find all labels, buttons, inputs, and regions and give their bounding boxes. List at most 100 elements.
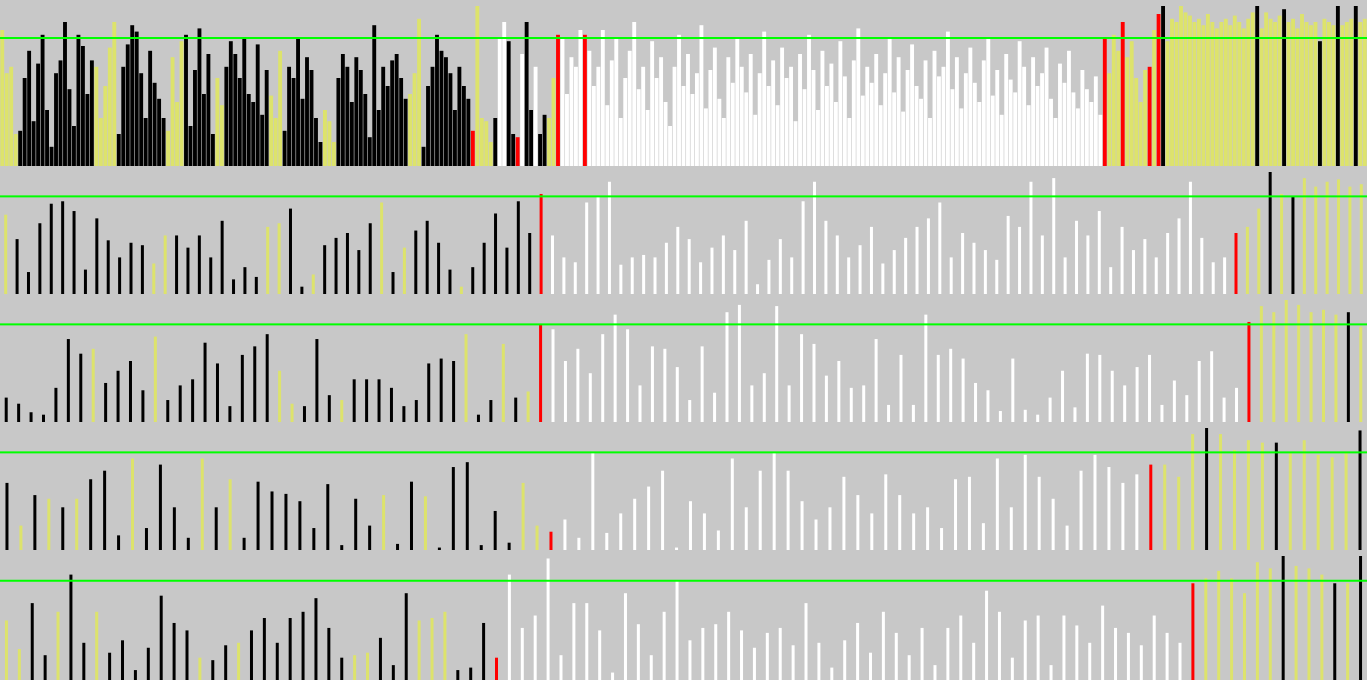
bar-yellow xyxy=(1331,25,1336,167)
bar-light xyxy=(901,111,906,166)
bar-dark xyxy=(243,267,247,294)
bar-dark xyxy=(249,630,253,680)
bar-yellow xyxy=(1205,14,1210,166)
bar-yellow xyxy=(1330,457,1334,550)
bar-dark xyxy=(61,507,65,550)
bar-dark xyxy=(72,211,76,294)
bar-light xyxy=(1165,632,1169,680)
bar-yellow xyxy=(1268,568,1272,680)
bar-dark xyxy=(80,46,85,166)
bar-light xyxy=(1222,397,1226,422)
bar-red xyxy=(1149,464,1153,550)
bar-light xyxy=(598,630,602,680)
bar-light xyxy=(1035,86,1040,166)
bar-dark xyxy=(378,637,382,680)
bar-dark xyxy=(206,54,211,166)
bar-light xyxy=(716,530,720,550)
bar-dark xyxy=(61,201,65,294)
bar-light xyxy=(856,622,860,680)
bar-yellow xyxy=(266,226,270,294)
bar-dark xyxy=(457,66,462,166)
bar-light xyxy=(1040,73,1044,166)
bar-dark xyxy=(1282,9,1287,167)
bar-yellow xyxy=(1291,18,1295,166)
bar-yellow xyxy=(1277,15,1282,166)
bar-light xyxy=(1075,220,1079,294)
bar-light xyxy=(878,105,883,166)
bar-light xyxy=(1107,467,1111,550)
bar-dark xyxy=(264,70,269,166)
bar-light xyxy=(650,41,655,167)
bar-dark xyxy=(1281,556,1285,680)
bar-light xyxy=(695,73,699,166)
bar-light xyxy=(940,528,944,550)
bar-yellow xyxy=(1340,25,1345,167)
bar-light xyxy=(892,250,896,294)
bar-light xyxy=(995,259,999,294)
bar-dark xyxy=(414,400,418,422)
bar-dark xyxy=(404,593,408,680)
bar-red xyxy=(1120,22,1125,166)
bar-light xyxy=(1131,250,1135,294)
bar-dark xyxy=(215,363,219,422)
bar-yellow xyxy=(1300,14,1304,166)
bar-yellow xyxy=(56,611,60,680)
bar-dark xyxy=(30,603,34,680)
bar-dark xyxy=(298,501,302,550)
bar-yellow xyxy=(443,611,447,680)
bar-yellow xyxy=(1204,578,1208,680)
bar-light xyxy=(824,375,828,422)
bar-light xyxy=(910,44,915,166)
bar-yellow xyxy=(459,286,463,294)
bar-light xyxy=(923,60,928,166)
bar-yellow xyxy=(380,202,384,294)
bar-dark xyxy=(494,213,498,294)
bar-dark xyxy=(529,110,534,166)
bar-light xyxy=(664,242,668,294)
bar-yellow xyxy=(1138,102,1143,166)
bar-dark xyxy=(368,525,372,550)
bar-light xyxy=(562,257,566,294)
bar-dark xyxy=(262,618,266,680)
bar-dark xyxy=(121,66,126,166)
bar-light xyxy=(632,22,637,166)
bar-light xyxy=(1223,257,1227,294)
bar-yellow xyxy=(277,223,281,294)
bar-dark xyxy=(357,250,361,294)
bar-light xyxy=(950,89,955,166)
bar-light xyxy=(1071,92,1076,166)
bar-light xyxy=(1135,474,1139,550)
bar-light xyxy=(898,495,902,550)
bar-yellow xyxy=(1313,22,1318,166)
bar-light xyxy=(701,627,705,680)
bar-yellow xyxy=(408,94,413,166)
bar-light xyxy=(591,452,595,550)
bar-dark xyxy=(49,203,53,294)
bar-light xyxy=(641,66,646,166)
bar-light xyxy=(596,66,601,166)
bar-dark xyxy=(466,98,471,166)
bar-yellow xyxy=(1257,208,1261,294)
bar-light xyxy=(1067,50,1071,166)
bar-light xyxy=(837,361,841,422)
bar-light xyxy=(1120,226,1124,294)
bar-dark xyxy=(327,395,331,422)
bar-dark xyxy=(479,545,483,550)
bar-dark xyxy=(237,78,242,166)
bar-light xyxy=(688,501,692,550)
bar-dark xyxy=(336,78,341,166)
bar-dark xyxy=(251,102,256,166)
bar-light xyxy=(661,470,665,550)
bar-yellow xyxy=(331,142,336,166)
bar-light xyxy=(961,358,965,422)
bar-light xyxy=(614,38,619,166)
bar-light xyxy=(627,50,632,166)
bar-dark xyxy=(349,102,354,166)
bar-yellow xyxy=(1219,22,1224,166)
bar-dark xyxy=(452,110,457,166)
bar-yellow xyxy=(1297,304,1301,422)
bar-yellow xyxy=(464,334,468,422)
bar-light xyxy=(647,486,651,550)
bar-light xyxy=(800,501,804,550)
